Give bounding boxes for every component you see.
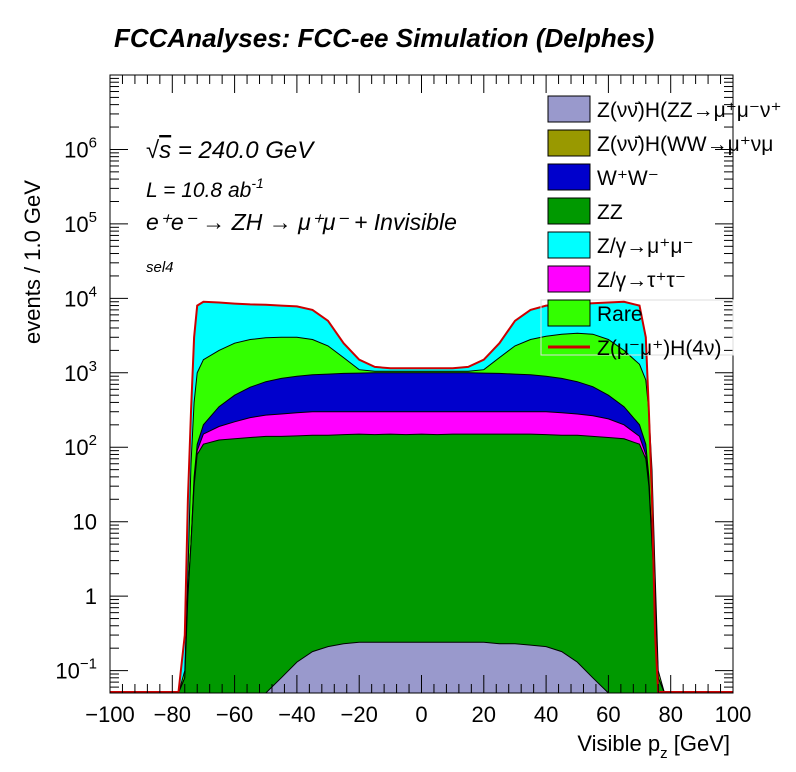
y-tick-label: 106 [64,134,97,162]
x-tick-label: 60 [596,702,620,727]
legend-swatch [547,129,591,157]
x-axis-label: Visible pz [GeV] [577,731,730,762]
area-ZZ [172,433,671,694]
x-tick-label: −40 [278,702,315,727]
annotation-block: √s = 240.0 GeV L = 10.8 ab-1 e⁺e⁻ → ZH →… [146,137,457,276]
legend-label: Z(μ⁻μ⁺)H(4ν) [597,337,722,360]
stacked-histograms [172,301,671,694]
process-annotation: e⁺e⁻ → ZH → μ⁺μ⁻ + Invisible [146,209,457,235]
y-tick-label: 104 [64,283,97,311]
legend-swatch [547,265,591,293]
chart-title: FCCAnalyses: FCC-ee Simulation (Delphes) [114,23,654,53]
legend-label: Z(νν̄)H(ZZ→μ⁺μ⁻ν⁺ [597,99,782,122]
energy-annotation: √s = 240.0 GeV [146,137,315,164]
legend-label: ZZ [597,201,623,224]
y-tick-label: 103 [64,358,97,386]
x-tick-label: 100 [715,702,752,727]
legend-label: Z/γ→τ⁺τ⁻ [597,269,686,292]
legend: Z(νν̄)H(ZZ→μ⁺μ⁻ν⁺ Z(νν̄)H(WW→μ⁺νμ W⁺W⁻ ZZ Z/… [540,95,782,360]
y-tick-label: 1 [85,584,97,609]
axes: −100 −80 −60 −40 −20 0 20 40 60 80 100 10−1 1 10 102 10… [55,74,752,727]
legend-label: W⁺W⁻ [597,167,659,190]
x-tick-label: 20 [472,702,496,727]
y-axis-label: events / 1.0 GeV [20,180,45,344]
legend-frame [540,299,734,356]
signal-line [110,300,733,693]
x-tick-label: −80 [154,702,191,727]
y-tick-label: 10−1 [55,656,97,684]
legend-label: Z(νν̄)H(WW→μ⁺νμ [597,133,773,156]
legend-label: Z/γ→μ⁺μ⁻ [597,235,694,258]
y-tick-label: 102 [64,432,97,460]
x-tick-label: 0 [415,702,427,727]
y-tick-label: 105 [64,209,97,237]
legend-label: Rare [597,303,643,326]
selection-annotation: sel4 [146,259,174,276]
signal-line-path [110,300,733,693]
y-tick-label: 10 [73,510,97,535]
legend-swatch [547,163,591,191]
legend-swatch [547,197,591,225]
x-tick-label: −20 [341,702,378,727]
x-tick-label: 80 [658,702,682,727]
legend-swatch [547,231,591,259]
legend-swatch [547,95,591,123]
legend-swatch [547,299,591,327]
x-tick-label: 40 [534,702,558,727]
x-tick-label: −60 [216,702,253,727]
x-tick-label: −100 [85,702,135,727]
luminosity-annotation: L = 10.8 ab-1 [146,175,264,202]
